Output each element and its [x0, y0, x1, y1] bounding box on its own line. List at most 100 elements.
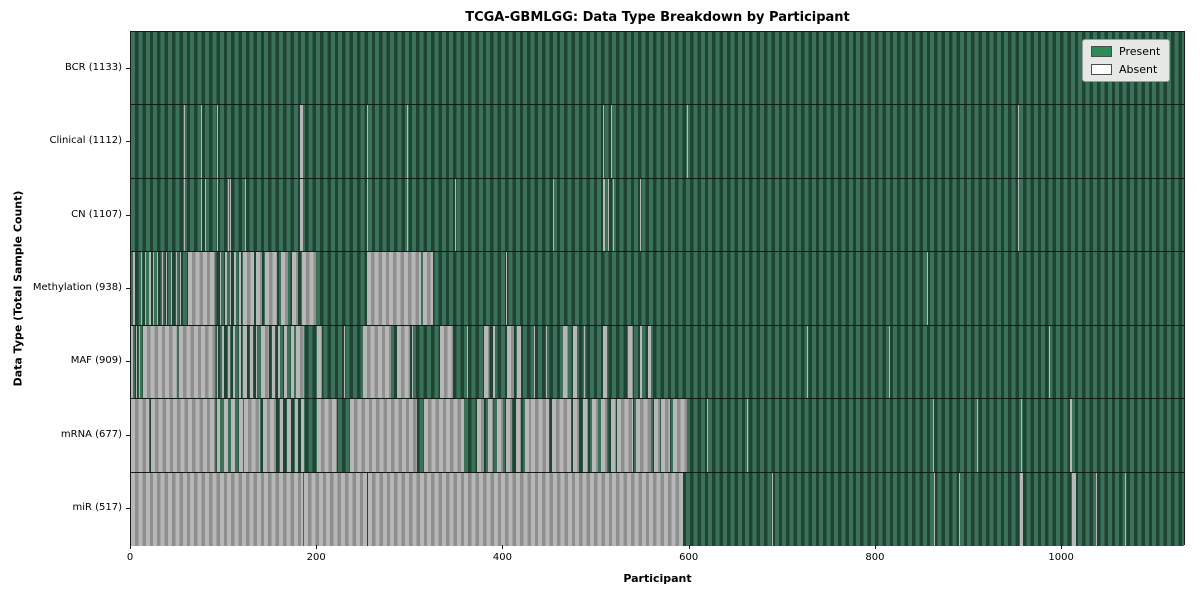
x-tick-mark — [688, 545, 690, 549]
absent-segment — [302, 252, 316, 325]
absent-segment — [290, 325, 294, 399]
absent-segment — [301, 399, 304, 472]
y-tick-label-BCR: BCR (1133) — [64, 61, 122, 73]
absent-segment — [518, 105, 520, 178]
absent-segment — [224, 252, 227, 325]
absent-segment — [367, 178, 368, 252]
absent-segment — [135, 325, 137, 399]
absent-segment — [256, 252, 263, 325]
x-tick-label-800: 800 — [865, 552, 885, 563]
absent-segment — [476, 399, 485, 472]
x-tick-label-0: 0 — [126, 552, 134, 563]
absent-segment — [484, 325, 489, 399]
absent-segment — [262, 399, 271, 472]
absent-segment — [607, 178, 609, 252]
absent-segment — [487, 399, 494, 472]
absent-segment — [552, 178, 554, 252]
absent-segment — [647, 325, 652, 399]
heatmap-row-Methylation — [131, 252, 1184, 326]
legend-entry-absent: Absent — [1091, 63, 1160, 76]
absent-segment — [591, 399, 598, 472]
x-tick-mark — [130, 545, 131, 549]
x-tick-label-1000: 1000 — [1048, 552, 1074, 563]
absent-segment — [170, 252, 172, 325]
absent-segment — [729, 472, 731, 546]
absent-segment — [279, 399, 284, 472]
absent-segment — [613, 178, 615, 252]
absent-segment — [518, 178, 520, 252]
absent-segment — [411, 325, 413, 399]
absent-segment — [131, 325, 133, 399]
absent-segment — [205, 178, 207, 252]
y-tick-mark — [126, 214, 130, 216]
absent-segment — [617, 399, 633, 472]
absent-segment — [1017, 178, 1019, 252]
absent-segment — [249, 325, 253, 399]
y-tick-label-miR: miR (517) — [72, 502, 122, 514]
absent-segment — [806, 325, 808, 399]
absent-segment — [183, 105, 185, 178]
absent-segment — [640, 178, 642, 252]
absent-segment — [603, 178, 605, 252]
absent-segment — [264, 252, 277, 325]
x-axis-title: Participant — [623, 572, 692, 585]
y-tick-label-CN: CN (1107) — [71, 208, 122, 220]
absent-segment — [217, 105, 219, 178]
absent-segment — [242, 252, 254, 325]
y-tick-mark — [126, 141, 130, 143]
absent-segment — [889, 325, 891, 399]
absent-segment — [131, 472, 303, 546]
absent-segment — [284, 325, 288, 399]
absent-segment — [245, 178, 247, 252]
absent-swatch-icon — [1091, 64, 1112, 75]
absent-segment — [747, 399, 749, 472]
absent-segment — [161, 252, 163, 325]
absent-segment — [515, 399, 522, 472]
absent-segment — [953, 178, 955, 252]
plot-area — [130, 31, 1185, 546]
present-swatch-icon — [1091, 46, 1112, 57]
x-tick-label-400: 400 — [492, 552, 512, 563]
absent-segment — [270, 399, 276, 472]
absent-segment — [179, 325, 215, 399]
chart-title: TCGA-GBMLGG: Data Type Breakdown by Part… — [465, 10, 850, 25]
absent-segment — [230, 178, 232, 252]
absent-segment — [291, 252, 299, 325]
absent-segment — [175, 252, 177, 325]
absent-segment — [238, 325, 241, 399]
absent-segment — [148, 252, 151, 325]
absent-segment — [200, 105, 202, 178]
absent-segment — [772, 472, 774, 546]
absent-segment — [455, 178, 457, 252]
absent-segment — [422, 252, 434, 325]
absent-segment — [316, 325, 323, 399]
absent-segment — [1005, 472, 1007, 546]
absent-segment — [166, 252, 168, 325]
absent-segment — [573, 325, 578, 399]
absent-segment — [294, 399, 299, 472]
absent-segment — [552, 399, 571, 472]
absent-segment — [200, 178, 202, 252]
absent-segment — [229, 252, 232, 325]
absent-segment — [231, 399, 236, 472]
y-tick-label-MAF: MAF (909) — [70, 355, 122, 367]
absent-segment — [242, 325, 248, 399]
absent-segment — [350, 399, 418, 472]
absent-segment — [582, 399, 589, 472]
absent-segment — [1017, 105, 1019, 178]
absent-segment — [545, 325, 548, 399]
x-tick-label-200: 200 — [306, 552, 326, 563]
x-tick-mark — [502, 545, 504, 549]
legend-absent-label: Absent — [1119, 63, 1158, 76]
absent-segment — [139, 325, 141, 399]
y-tick-mark — [126, 361, 130, 363]
absent-segment — [1049, 325, 1051, 399]
absent-segment — [227, 325, 230, 399]
absent-segment — [216, 325, 219, 399]
absent-segment — [261, 325, 269, 399]
absent-segment — [672, 399, 687, 472]
absent-segment — [603, 105, 605, 178]
absent-segment — [654, 399, 660, 472]
absent-segment — [343, 325, 345, 399]
